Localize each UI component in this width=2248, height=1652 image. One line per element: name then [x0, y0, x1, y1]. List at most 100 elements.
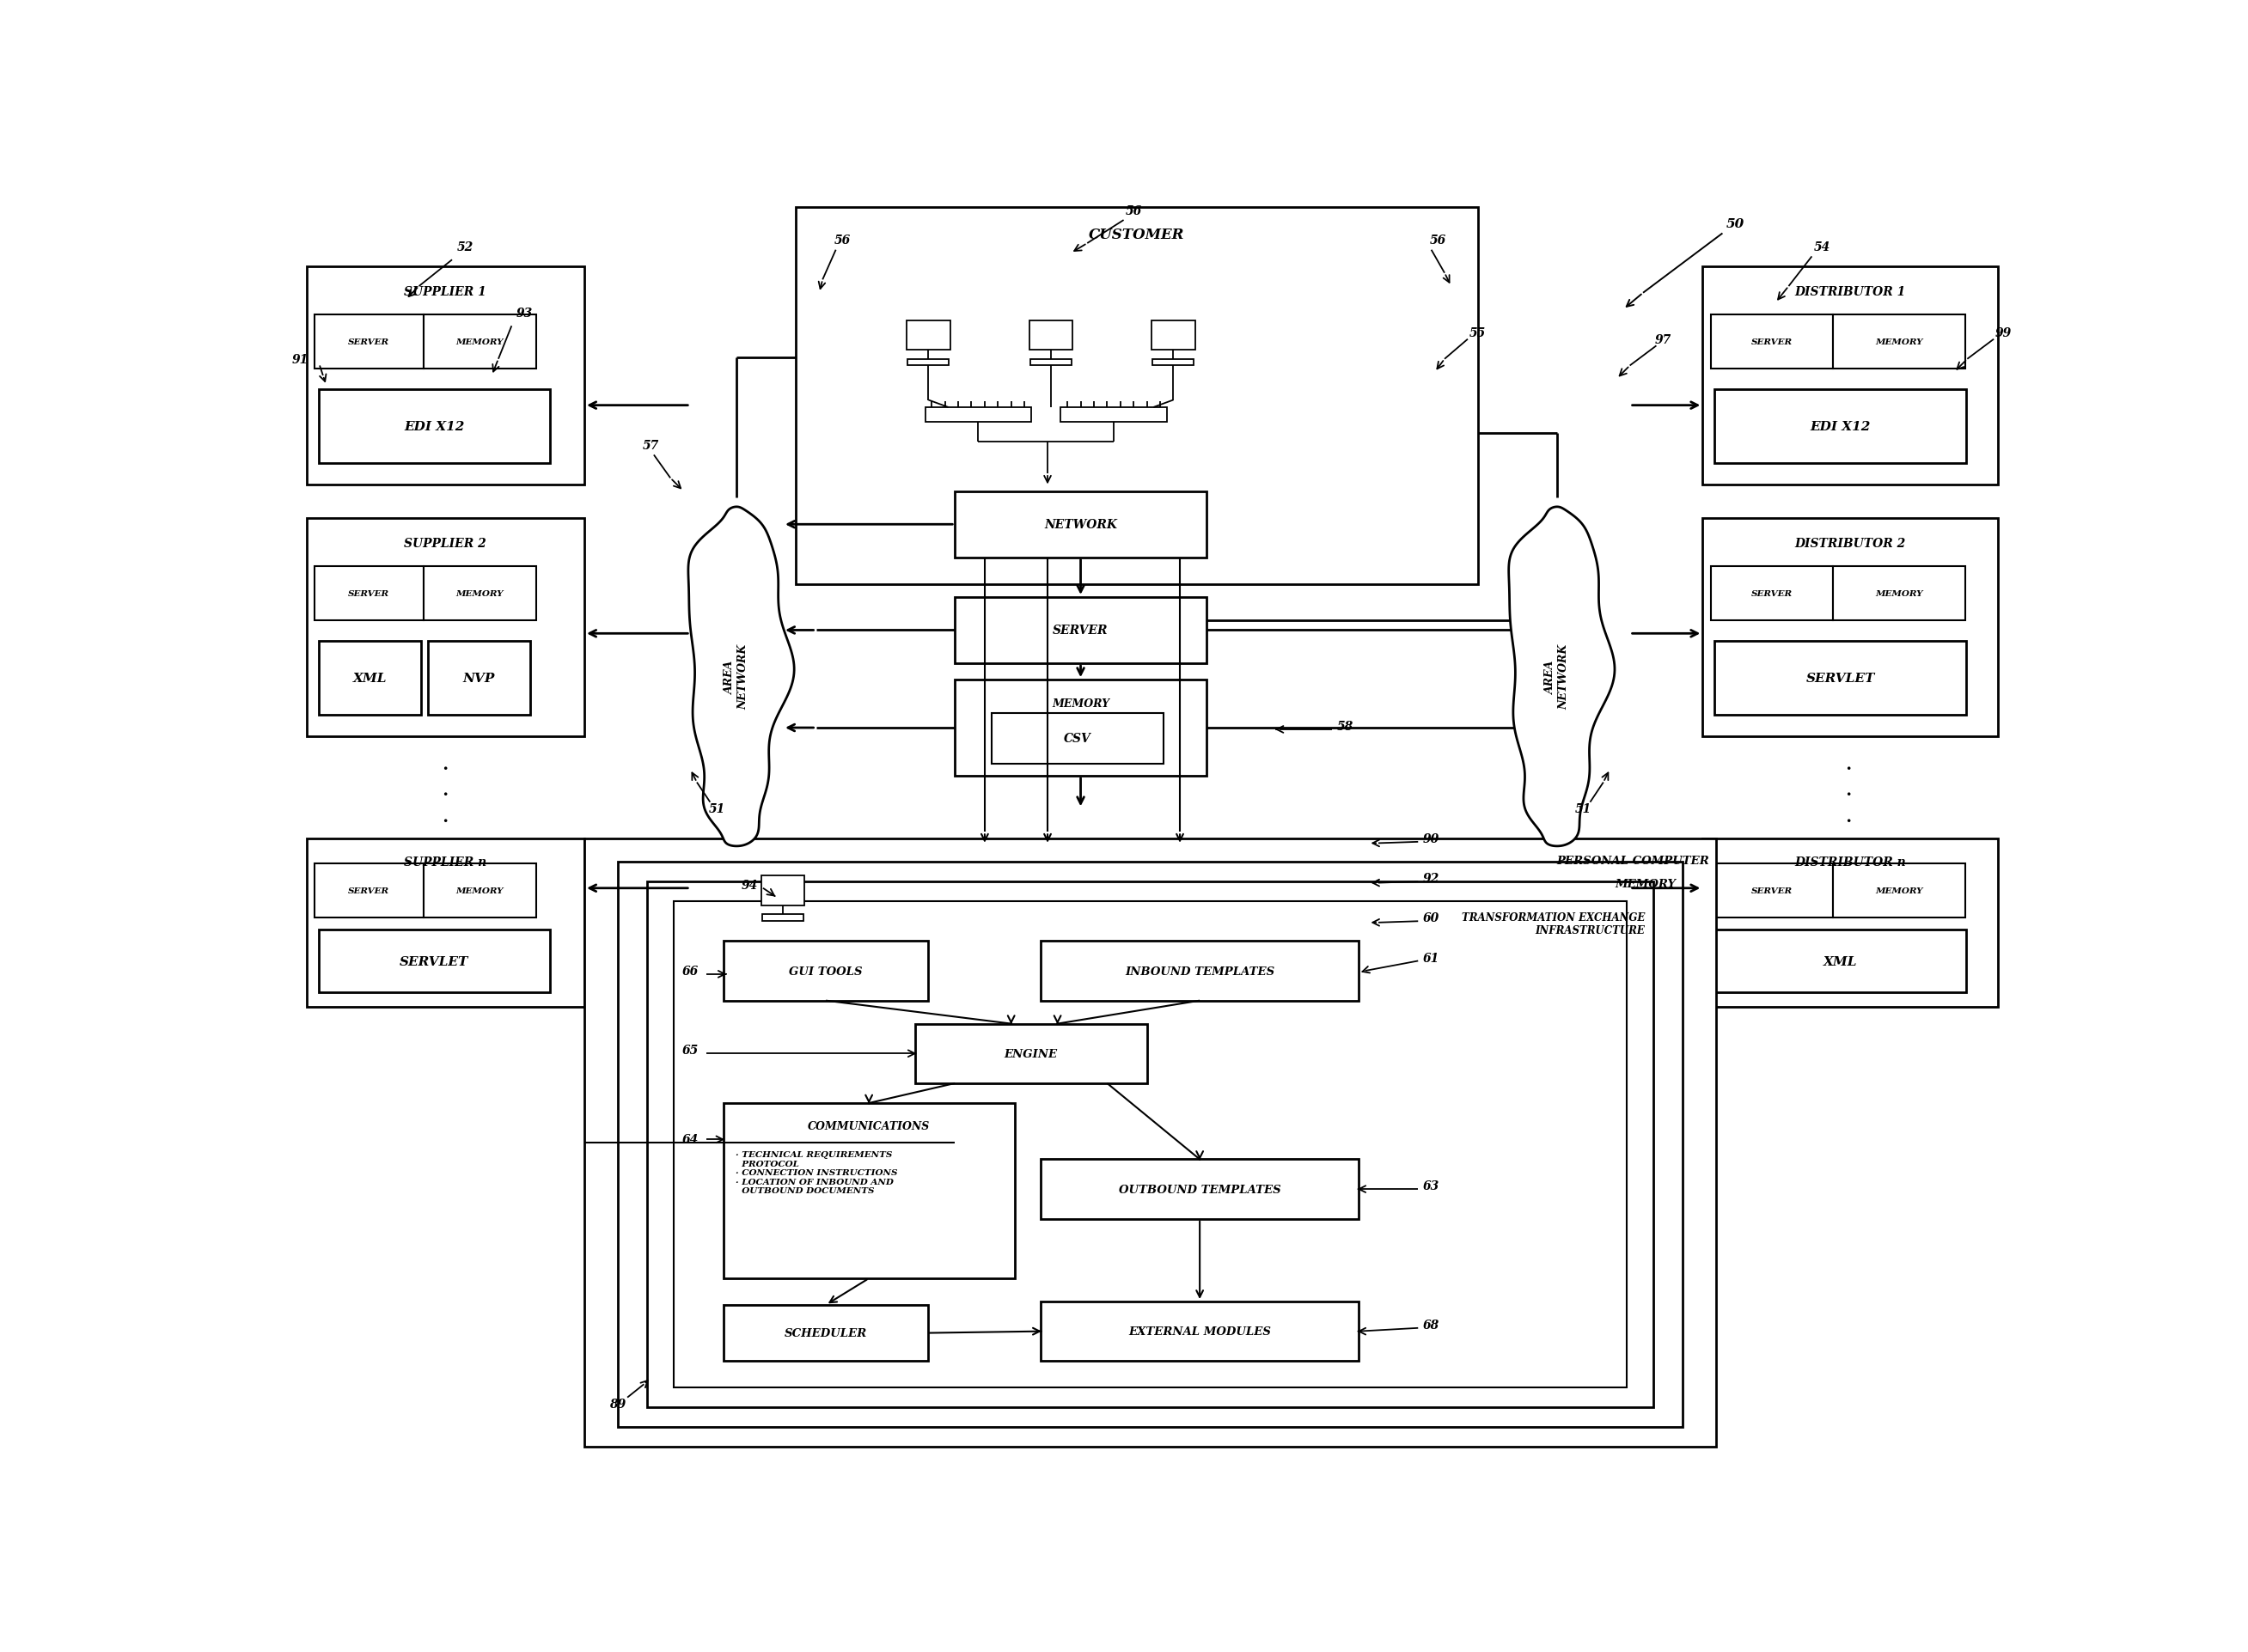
Text: 55: 55	[1470, 327, 1486, 339]
FancyBboxPatch shape	[1030, 320, 1072, 350]
Text: 91: 91	[292, 354, 308, 365]
FancyBboxPatch shape	[1151, 320, 1196, 350]
FancyBboxPatch shape	[1711, 567, 1832, 621]
Text: 63: 63	[1423, 1180, 1439, 1193]
Text: 66: 66	[681, 965, 699, 976]
Text: INBOUND TEMPLATES: INBOUND TEMPLATES	[1124, 965, 1275, 976]
FancyBboxPatch shape	[915, 1024, 1146, 1084]
FancyBboxPatch shape	[1711, 316, 1832, 370]
Text: 56: 56	[1126, 205, 1142, 216]
Text: ⋅: ⋅	[1843, 758, 1852, 781]
Text: SUPPLIER 1: SUPPLIER 1	[405, 286, 486, 297]
FancyBboxPatch shape	[1715, 641, 1967, 715]
Text: MEMORY: MEMORY	[1875, 339, 1922, 347]
FancyBboxPatch shape	[1832, 567, 1965, 621]
Text: 97: 97	[1655, 334, 1670, 345]
FancyBboxPatch shape	[1702, 268, 1998, 486]
Text: 90: 90	[1423, 833, 1439, 844]
FancyBboxPatch shape	[1041, 1302, 1358, 1361]
FancyBboxPatch shape	[1832, 316, 1965, 370]
Text: NVP: NVP	[463, 672, 495, 684]
FancyBboxPatch shape	[724, 1104, 1014, 1279]
Text: GUI TOOLS: GUI TOOLS	[789, 965, 863, 976]
FancyBboxPatch shape	[1153, 360, 1194, 367]
Text: 57: 57	[643, 439, 659, 451]
Polygon shape	[1508, 507, 1614, 846]
FancyBboxPatch shape	[618, 862, 1684, 1427]
Text: TRANSFORMATION EXCHANGE
INFRASTRUCTURE: TRANSFORMATION EXCHANGE INFRASTRUCTURE	[1461, 912, 1646, 935]
Text: ⋅: ⋅	[441, 758, 450, 781]
Polygon shape	[688, 507, 794, 846]
Text: 56: 56	[1430, 235, 1445, 246]
FancyBboxPatch shape	[315, 316, 423, 370]
Text: ⋅: ⋅	[441, 785, 450, 808]
FancyBboxPatch shape	[1041, 942, 1358, 1001]
Text: XML: XML	[1823, 955, 1857, 968]
Text: 60: 60	[1423, 912, 1439, 923]
Text: SCHEDULER: SCHEDULER	[785, 1328, 868, 1338]
FancyBboxPatch shape	[306, 839, 584, 1008]
Text: 50: 50	[1726, 218, 1744, 230]
Text: 58: 58	[1338, 720, 1353, 732]
FancyBboxPatch shape	[1832, 864, 1965, 919]
FancyBboxPatch shape	[423, 864, 535, 919]
Text: AREA
NETWORK: AREA NETWORK	[1544, 644, 1569, 710]
FancyBboxPatch shape	[315, 567, 423, 621]
Text: ENGINE: ENGINE	[1005, 1047, 1059, 1059]
FancyBboxPatch shape	[955, 492, 1207, 558]
FancyBboxPatch shape	[674, 902, 1628, 1388]
FancyBboxPatch shape	[955, 681, 1207, 776]
FancyBboxPatch shape	[315, 864, 423, 919]
Text: SERVER: SERVER	[348, 590, 389, 598]
Text: 68: 68	[1423, 1318, 1439, 1332]
Text: SERVER: SERVER	[348, 339, 389, 347]
FancyBboxPatch shape	[762, 915, 803, 922]
FancyBboxPatch shape	[724, 942, 928, 1001]
Text: MEMORY: MEMORY	[456, 887, 504, 895]
FancyBboxPatch shape	[584, 839, 1715, 1447]
FancyBboxPatch shape	[762, 876, 805, 905]
Text: 93: 93	[517, 307, 533, 319]
FancyBboxPatch shape	[427, 641, 531, 715]
Text: 51: 51	[1576, 803, 1592, 814]
FancyBboxPatch shape	[1702, 519, 1998, 737]
Text: 92: 92	[1423, 872, 1439, 884]
FancyBboxPatch shape	[908, 360, 949, 367]
Text: SERVLET: SERVLET	[1805, 672, 1875, 684]
Text: 99: 99	[1996, 327, 2012, 339]
Text: 64: 64	[681, 1133, 699, 1146]
Text: NETWORK: NETWORK	[1043, 519, 1117, 530]
FancyBboxPatch shape	[1030, 360, 1072, 367]
Text: PERSONAL COMPUTER: PERSONAL COMPUTER	[1556, 856, 1708, 866]
Text: CSV: CSV	[1063, 733, 1090, 745]
Text: 56: 56	[834, 235, 850, 246]
Text: DISTRIBUTOR 2: DISTRIBUTOR 2	[1794, 537, 1906, 550]
FancyBboxPatch shape	[647, 882, 1652, 1408]
Text: 94: 94	[742, 879, 758, 890]
Text: 52: 52	[456, 241, 474, 253]
Text: MEMORY: MEMORY	[456, 590, 504, 598]
Text: SERVER: SERVER	[1751, 887, 1792, 895]
Text: SERVER: SERVER	[1751, 590, 1792, 598]
FancyBboxPatch shape	[1715, 390, 1967, 464]
Text: 61: 61	[1423, 952, 1439, 963]
Text: EDI X12: EDI X12	[1810, 421, 1870, 433]
Text: OUTBOUND TEMPLATES: OUTBOUND TEMPLATES	[1120, 1184, 1281, 1194]
FancyBboxPatch shape	[955, 598, 1207, 664]
Text: · TECHNICAL REQUIREMENTS
  PROTOCOL
· CONNECTION INSTRUCTIONS
· LOCATION OF INBO: · TECHNICAL REQUIREMENTS PROTOCOL · CONN…	[735, 1151, 897, 1194]
Text: ⋅: ⋅	[441, 811, 450, 834]
FancyBboxPatch shape	[906, 320, 951, 350]
Text: 65: 65	[681, 1044, 699, 1057]
Text: EXTERNAL MODULES: EXTERNAL MODULES	[1128, 1327, 1270, 1336]
FancyBboxPatch shape	[1702, 839, 1998, 1008]
Text: ⋅: ⋅	[1843, 811, 1852, 834]
Text: SUPPLIER n: SUPPLIER n	[405, 856, 488, 867]
FancyBboxPatch shape	[991, 714, 1164, 765]
FancyBboxPatch shape	[926, 408, 1032, 423]
Text: 89: 89	[609, 1398, 625, 1411]
Text: EDI X12: EDI X12	[405, 421, 465, 433]
FancyBboxPatch shape	[423, 567, 535, 621]
FancyBboxPatch shape	[306, 268, 584, 486]
FancyBboxPatch shape	[319, 930, 551, 993]
FancyBboxPatch shape	[319, 641, 420, 715]
